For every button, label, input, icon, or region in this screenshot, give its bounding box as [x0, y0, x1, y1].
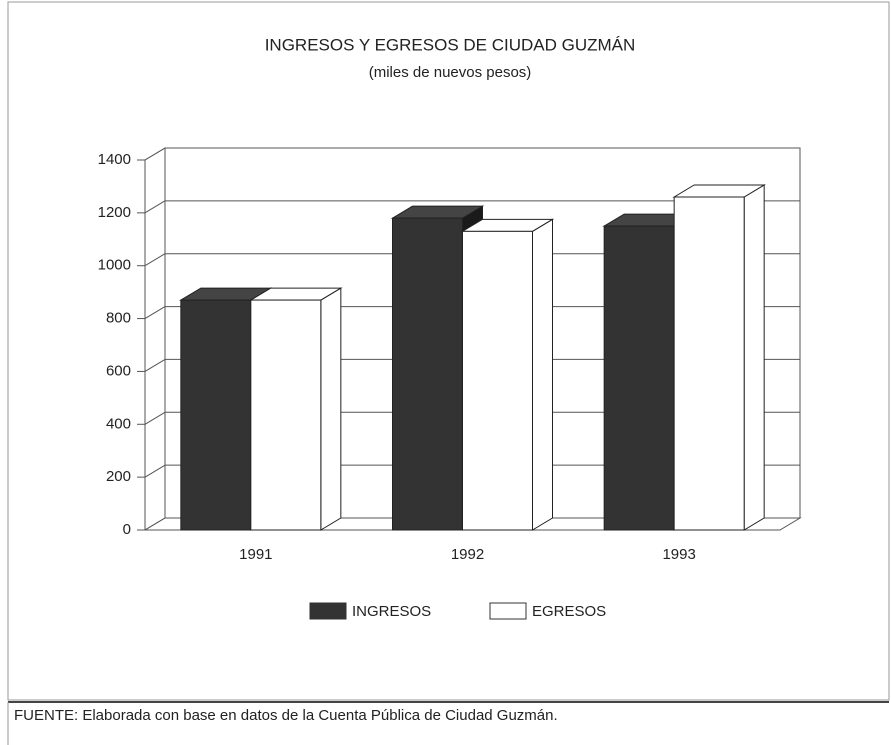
bar-side: [532, 218, 553, 531]
chart-subtitle: (miles de nuevos pesos): [369, 64, 532, 81]
grid-line: [144, 147, 166, 161]
frame: [7, 1, 890, 701]
source-note: FUENTE: Elaborada con base en datos de l…: [14, 707, 558, 724]
bar: [180, 299, 252, 531]
grid-line: [144, 411, 166, 425]
y-tick-label: 1000: [98, 257, 131, 274]
x-tick-label: 1992: [451, 546, 484, 563]
y-tick-label: 0: [123, 521, 131, 538]
legend-swatch: [489, 602, 527, 620]
bar: [603, 225, 675, 531]
y-tick-label: 400: [106, 415, 131, 432]
grid-line: [144, 253, 166, 267]
grid-line: [144, 464, 166, 478]
legend-swatch: [309, 602, 347, 620]
bar-side: [320, 287, 342, 531]
y-tick-label: 800: [106, 310, 131, 327]
legend-label: EGRESOS: [532, 603, 606, 620]
grid-line: [144, 200, 166, 214]
chart-title: INGRESOS Y EGRESOS DE CIUDAD GUZMÁN: [265, 35, 636, 54]
bar: [462, 230, 533, 531]
bar: [392, 217, 463, 531]
bar-side: [743, 184, 765, 531]
y-tick-label: 1400: [98, 151, 131, 168]
bar: [250, 299, 322, 531]
y-tick-label: 200: [106, 468, 131, 485]
y-tick-label: 1200: [98, 204, 131, 221]
grid-line: [144, 306, 166, 320]
x-tick-label: 1993: [662, 546, 695, 563]
grid-line: [144, 517, 166, 531]
grid-line: [144, 358, 166, 372]
bar: [673, 196, 745, 531]
x-tick-label: 1991: [239, 546, 272, 563]
legend-label: INGRESOS: [352, 603, 431, 620]
y-tick-label: 600: [106, 362, 131, 379]
